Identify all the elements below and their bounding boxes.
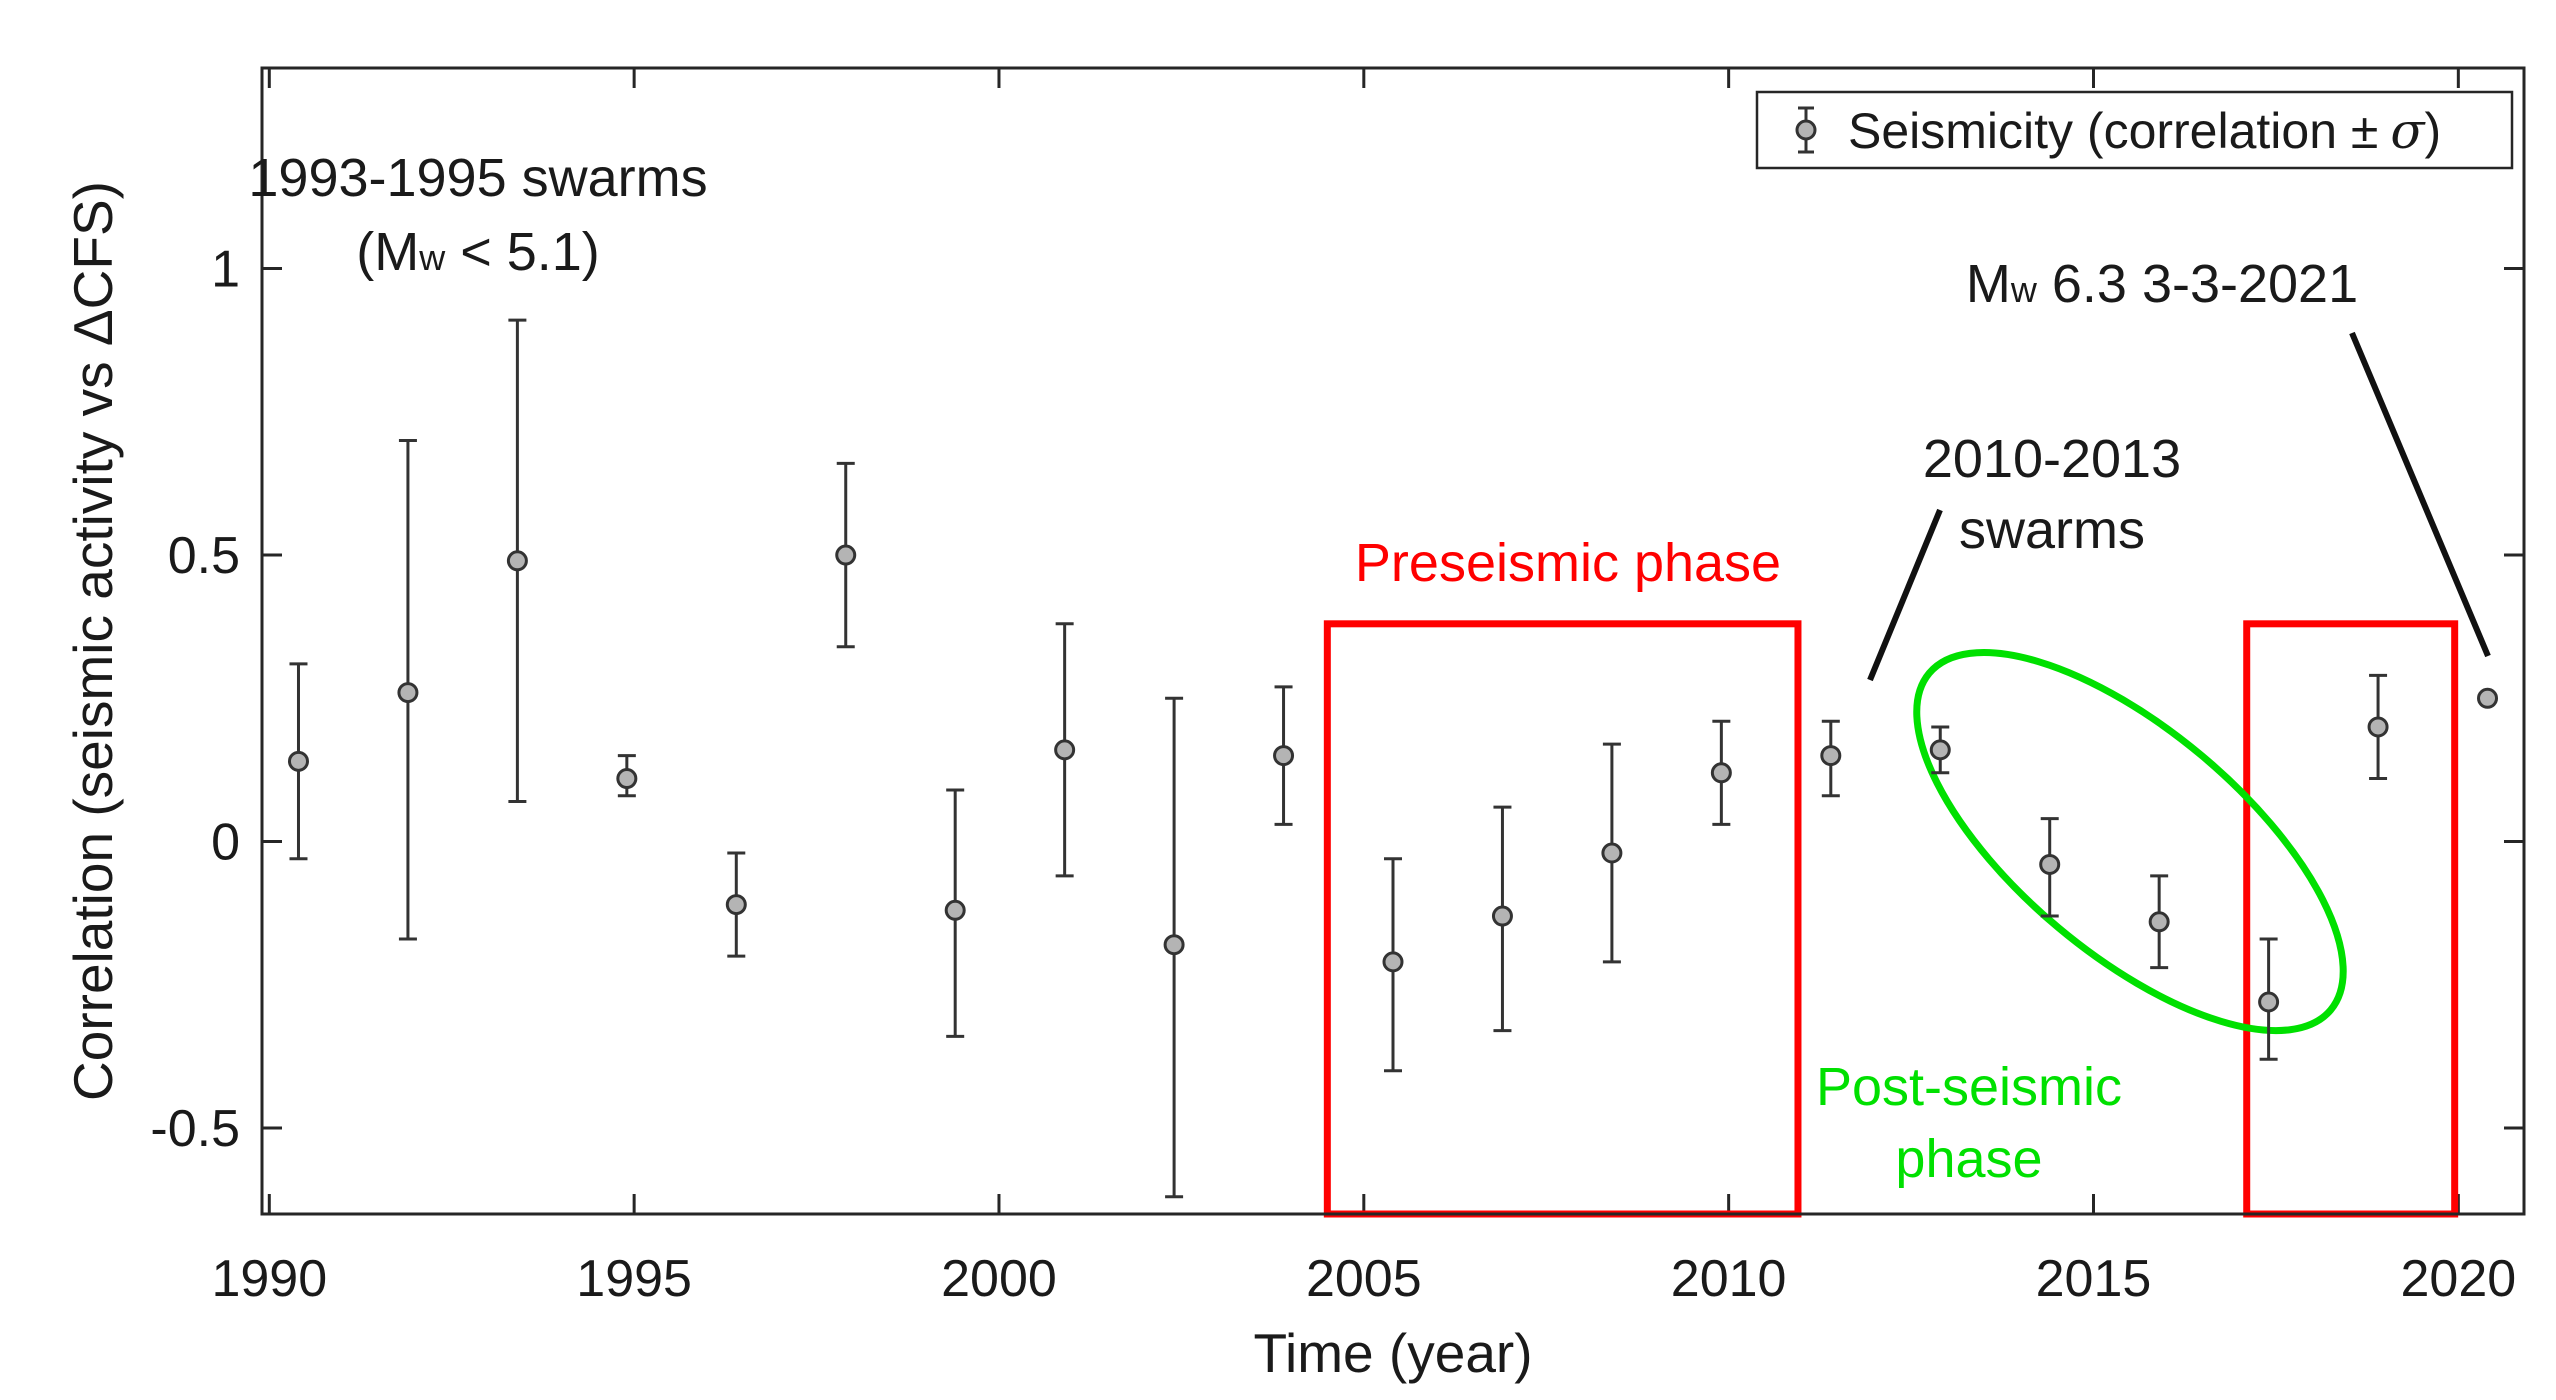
legend: Seismicity (correlation ± σ) xyxy=(1755,90,2514,170)
data-point xyxy=(1601,842,1623,864)
y-tick-label: 1 xyxy=(211,241,240,299)
x-axis-label: Time (year) xyxy=(1253,1322,1532,1384)
data-point xyxy=(725,894,747,916)
data-point xyxy=(1054,739,1076,761)
x-tick-label: 1990 xyxy=(211,1250,327,1308)
annotation-2021-sub: w xyxy=(2010,269,2038,310)
data-point xyxy=(1929,739,1951,761)
data-point xyxy=(2258,991,2280,1013)
plot-frame xyxy=(260,66,2526,1216)
data-point xyxy=(944,899,966,921)
annotation-2021-leader-line xyxy=(2349,331,2491,658)
data-point xyxy=(397,682,419,704)
data-point xyxy=(2148,911,2170,933)
data-point xyxy=(1382,951,1404,973)
annotation-postseismic-line2: phase xyxy=(1895,1129,2042,1189)
tick-labels: 1990 1995 2000 2005 2010 2015 2020 -0.5 0 0.5 1 xyxy=(150,241,2516,1308)
data-point xyxy=(1491,905,1513,927)
x-tick-label: 2010 xyxy=(1671,1250,1787,1308)
axis-ticks xyxy=(262,68,2524,1214)
x-tick-label: 2005 xyxy=(1306,1250,1422,1308)
annotation-2010-swarms-line2: swarms xyxy=(1959,500,2145,560)
annotation-1993-close: < 5.1) xyxy=(445,222,600,282)
data-point xyxy=(287,750,309,772)
y-tick-label: 0 xyxy=(211,814,240,872)
annotation-postseismic-line1: Post-seismic xyxy=(1816,1057,2122,1117)
y-axis-label-text: Correlation (seismic activity vs ΔCFS) xyxy=(62,181,124,1101)
data-point xyxy=(1710,762,1732,784)
annotation-2021-rest: 6.3 3-3-2021 xyxy=(2037,254,2358,314)
annotations: 1993-1995 swarms (Mw < 5.1) Mw 6.3 3-3-2… xyxy=(248,148,2491,1189)
annotation-2010-leader-line xyxy=(1867,508,1943,682)
y-tick-label: -0.5 xyxy=(150,1100,240,1158)
annotation-2021-m: M xyxy=(1966,254,2011,314)
annotation-preseismic-phase: Preseismic phase xyxy=(1355,533,1781,593)
data-point xyxy=(2367,716,2389,738)
annotation-1993-sub: w xyxy=(418,237,446,278)
data-point xyxy=(835,544,857,566)
annotation-2010-swarms-line1: 2010-2013 xyxy=(1923,429,2181,489)
data-point xyxy=(2039,853,2061,875)
annotation-1993-swarms-line1: 1993-1995 swarms xyxy=(248,148,707,208)
data-point xyxy=(616,768,638,790)
annotation-2021-event: Mw 6.3 3-3-2021 xyxy=(1966,254,2358,314)
x-tick-label: 2000 xyxy=(941,1250,1057,1308)
x-tick-label: 2020 xyxy=(2400,1250,2516,1308)
legend-label-suffix: ) xyxy=(2425,103,2442,159)
y-tick-label: 0.5 xyxy=(168,527,240,585)
legend-label-sigma: σ xyxy=(2390,102,2426,160)
legend-label: Seismicity (correlation ± σ) xyxy=(1848,102,2441,160)
legend-box xyxy=(1755,90,2514,170)
data-point xyxy=(506,550,528,572)
data-point xyxy=(1163,934,1185,956)
data-points xyxy=(287,544,2499,1013)
legend-marker-symbol xyxy=(1795,119,1817,141)
postseismic-ellipse xyxy=(1913,649,2347,1035)
data-point xyxy=(2477,687,2499,709)
x-tick-label: 1995 xyxy=(576,1250,692,1308)
x-tick-label: 2015 xyxy=(2036,1250,2152,1308)
legend-label-pm: ± xyxy=(2351,103,2378,159)
y-axis-label: Correlation (seismic activity vs ΔCFS) xyxy=(62,181,124,1101)
annotation-1993-swarms-line2: (Mw < 5.1) xyxy=(356,222,600,282)
data-point xyxy=(1273,745,1295,767)
data-point xyxy=(1820,745,1842,767)
annotation-1993-open: (M xyxy=(356,222,419,282)
legend-label-prefix: Seismicity (correlation xyxy=(1848,103,2351,159)
